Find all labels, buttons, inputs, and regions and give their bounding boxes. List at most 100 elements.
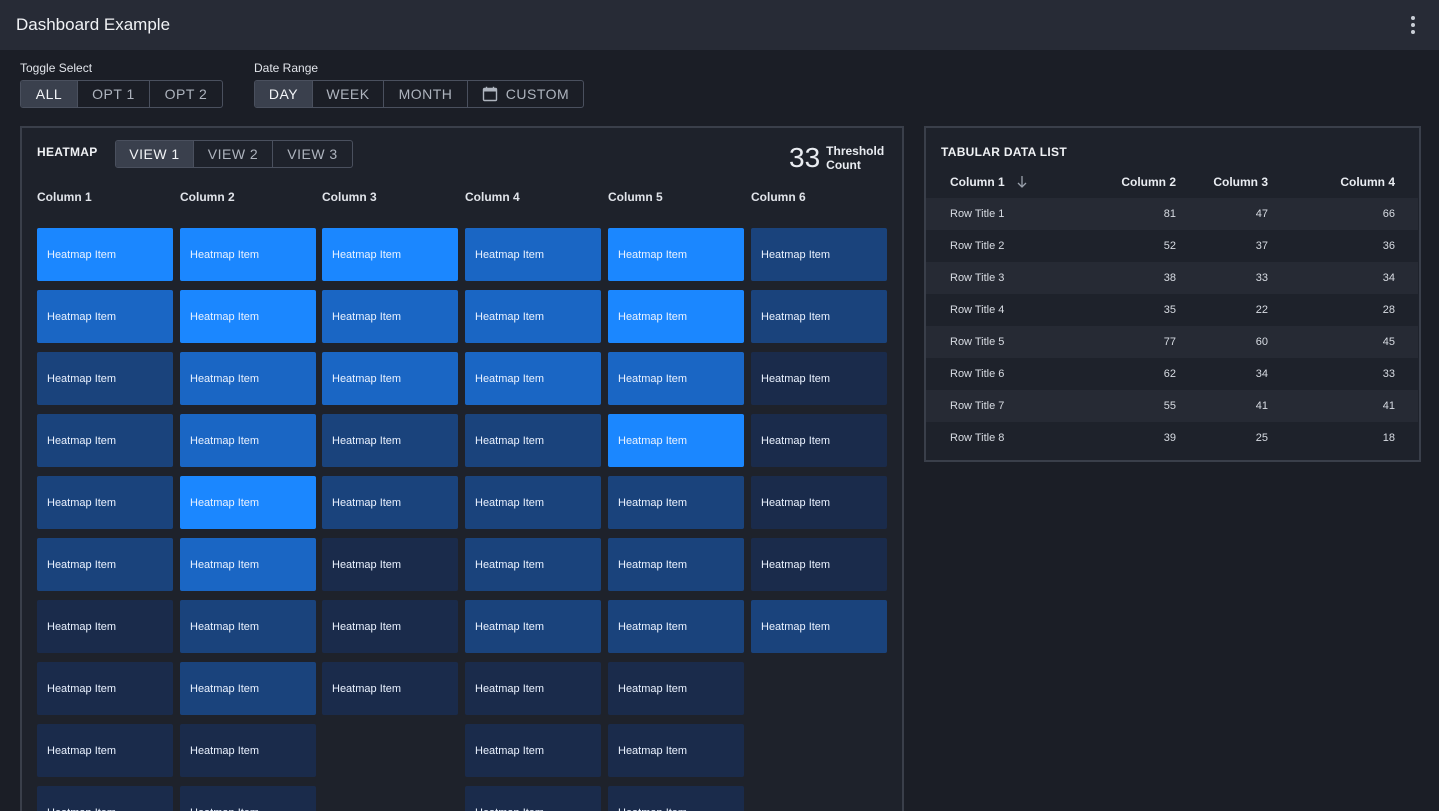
table-row[interactable]: Row Title 4 35 22 28 bbox=[926, 294, 1418, 326]
heatmap-item[interactable]: Heatmap Item bbox=[465, 414, 601, 467]
column3-cell: 60 bbox=[1255, 336, 1268, 348]
heatmap-item[interactable]: Heatmap Item bbox=[180, 476, 316, 529]
table-header-col1[interactable]: Column 1 bbox=[950, 175, 1005, 189]
heatmap-item[interactable]: Heatmap Item bbox=[322, 600, 458, 653]
heatmap-item[interactable]: Heatmap Item bbox=[608, 786, 744, 811]
row-title-cell: Row Title 5 bbox=[950, 336, 1005, 348]
heatmap-item[interactable]: Heatmap Item bbox=[180, 538, 316, 591]
heatmap-item[interactable]: Heatmap Item bbox=[608, 476, 744, 529]
kebab-icon[interactable] bbox=[1403, 10, 1423, 40]
heatmap-item[interactable]: Heatmap Item bbox=[322, 228, 458, 281]
heatmap-item[interactable]: Heatmap Item bbox=[180, 724, 316, 777]
heatmap-item[interactable]: Heatmap Item bbox=[180, 414, 316, 467]
heatmap-column-header: Column 4 bbox=[465, 190, 520, 204]
heatmap-panel: HEATMAP VIEW 1 VIEW 2 VIEW 3 33 Threshol… bbox=[20, 126, 904, 811]
heatmap-item[interactable]: Heatmap Item bbox=[608, 724, 744, 777]
view-option-1[interactable]: VIEW 1 bbox=[116, 141, 194, 167]
heatmap-item[interactable]: Heatmap Item bbox=[37, 538, 173, 591]
threshold-label-line2: Count bbox=[826, 158, 861, 172]
table-header-col2[interactable]: Column 2 bbox=[1121, 175, 1176, 189]
table-row[interactable]: Row Title 3 38 33 34 bbox=[926, 262, 1418, 294]
heatmap-column-header: Column 2 bbox=[180, 190, 235, 204]
heatmap-item[interactable]: Heatmap Item bbox=[465, 290, 601, 343]
table-header-col3[interactable]: Column 3 bbox=[1213, 175, 1268, 189]
table-row[interactable]: Row Title 6 62 34 33 bbox=[926, 358, 1418, 390]
column2-cell: 55 bbox=[1163, 400, 1176, 412]
heatmap-item[interactable]: Heatmap Item bbox=[751, 476, 887, 529]
table-row[interactable]: Row Title 5 77 60 45 bbox=[926, 326, 1418, 358]
view-option-3[interactable]: VIEW 3 bbox=[287, 146, 338, 162]
heatmap-item[interactable]: Heatmap Item bbox=[180, 600, 316, 653]
heatmap-item[interactable]: Heatmap Item bbox=[322, 414, 458, 467]
date-range-group: DAY WEEK MONTH CUSTOM bbox=[254, 80, 584, 108]
row-title-cell: Row Title 3 bbox=[950, 272, 1005, 284]
custom-label: CUSTOM bbox=[505, 86, 570, 102]
heatmap-item[interactable]: Heatmap Item bbox=[465, 600, 601, 653]
heatmap-item[interactable]: Heatmap Item bbox=[465, 352, 601, 405]
table-header-col4[interactable]: Column 4 bbox=[1340, 175, 1395, 189]
heatmap-item[interactable]: Heatmap Item bbox=[37, 476, 173, 529]
heatmap-item[interactable]: Heatmap Item bbox=[608, 538, 744, 591]
heatmap-item[interactable]: Heatmap Item bbox=[465, 786, 601, 811]
row-title-cell: Row Title 8 bbox=[950, 432, 1005, 444]
heatmap-item[interactable]: Heatmap Item bbox=[322, 352, 458, 405]
heatmap-column-header: Column 5 bbox=[608, 190, 663, 204]
heatmap-item[interactable]: Heatmap Item bbox=[751, 538, 887, 591]
heatmap-item[interactable]: Heatmap Item bbox=[37, 352, 173, 405]
heatmap-item[interactable]: Heatmap Item bbox=[608, 352, 744, 405]
heatmap-item[interactable]: Heatmap Item bbox=[180, 228, 316, 281]
view-option-2[interactable]: VIEW 2 bbox=[194, 141, 273, 167]
heatmap-item[interactable]: Heatmap Item bbox=[608, 662, 744, 715]
toggle-option-opt2[interactable]: OPT 2 bbox=[164, 86, 208, 102]
heatmap-item[interactable]: Heatmap Item bbox=[465, 538, 601, 591]
date-range-label: Date Range bbox=[254, 61, 319, 75]
date-option-week[interactable]: WEEK bbox=[313, 81, 384, 107]
toggle-option-all[interactable]: ALL bbox=[21, 81, 78, 107]
threshold-label-line1: Threshold bbox=[826, 144, 885, 158]
heatmap-item[interactable]: Heatmap Item bbox=[465, 476, 601, 529]
column2-cell: 35 bbox=[1163, 304, 1176, 316]
heatmap-item[interactable]: Heatmap Item bbox=[751, 352, 887, 405]
row-title-cell: Row Title 7 bbox=[950, 400, 1005, 412]
heatmap-item[interactable]: Heatmap Item bbox=[465, 662, 601, 715]
heatmap-item[interactable]: Heatmap Item bbox=[465, 228, 601, 281]
heatmap-item[interactable]: Heatmap Item bbox=[37, 414, 173, 467]
heatmap-item[interactable]: Heatmap Item bbox=[751, 600, 887, 653]
heatmap-item[interactable]: Heatmap Item bbox=[37, 290, 173, 343]
heatmap-item[interactable]: Heatmap Item bbox=[180, 786, 316, 811]
heatmap-item[interactable]: Heatmap Item bbox=[322, 662, 458, 715]
table-row[interactable]: Row Title 7 55 41 41 bbox=[926, 390, 1418, 422]
heatmap-view-group: VIEW 1 VIEW 2 VIEW 3 bbox=[115, 140, 353, 168]
table-row[interactable]: Row Title 8 39 25 18 bbox=[926, 422, 1418, 454]
heatmap-item[interactable]: Heatmap Item bbox=[322, 538, 458, 591]
heatmap-item[interactable]: Heatmap Item bbox=[37, 662, 173, 715]
heatmap-item[interactable]: Heatmap Item bbox=[322, 476, 458, 529]
heatmap-item[interactable]: Heatmap Item bbox=[608, 228, 744, 281]
heatmap-item[interactable]: Heatmap Item bbox=[322, 290, 458, 343]
heatmap-item[interactable]: Heatmap Item bbox=[37, 600, 173, 653]
heatmap-item[interactable]: Heatmap Item bbox=[751, 290, 887, 343]
heatmap-item[interactable]: Heatmap Item bbox=[751, 414, 887, 467]
heatmap-item[interactable]: Heatmap Item bbox=[608, 290, 744, 343]
date-option-custom[interactable]: CUSTOM bbox=[468, 81, 583, 107]
table-row[interactable]: Row Title 1 81 47 66 bbox=[926, 198, 1418, 230]
heatmap-item[interactable]: Heatmap Item bbox=[37, 786, 173, 811]
table-row[interactable]: Row Title 2 52 37 36 bbox=[926, 230, 1418, 262]
heatmap-item[interactable]: Heatmap Item bbox=[180, 662, 316, 715]
date-option-month[interactable]: MONTH bbox=[384, 81, 468, 107]
column2-cell: 38 bbox=[1163, 272, 1176, 284]
heatmap-item[interactable]: Heatmap Item bbox=[37, 228, 173, 281]
toggle-option-opt1[interactable]: OPT 1 bbox=[78, 81, 150, 107]
heatmap-item[interactable]: Heatmap Item bbox=[180, 290, 316, 343]
heatmap-item[interactable]: Heatmap Item bbox=[37, 724, 173, 777]
date-option-day[interactable]: DAY bbox=[255, 81, 313, 107]
heatmap-item[interactable]: Heatmap Item bbox=[751, 228, 887, 281]
arrow-down-icon[interactable] bbox=[1016, 175, 1028, 189]
column3-cell: 47 bbox=[1255, 208, 1268, 220]
heatmap-item[interactable]: Heatmap Item bbox=[608, 600, 744, 653]
heatmap-column-header: Column 6 bbox=[751, 190, 806, 204]
threshold-label: Threshold Count bbox=[826, 144, 884, 172]
heatmap-item[interactable]: Heatmap Item bbox=[608, 414, 744, 467]
heatmap-item[interactable]: Heatmap Item bbox=[465, 724, 601, 777]
heatmap-item[interactable]: Heatmap Item bbox=[180, 352, 316, 405]
